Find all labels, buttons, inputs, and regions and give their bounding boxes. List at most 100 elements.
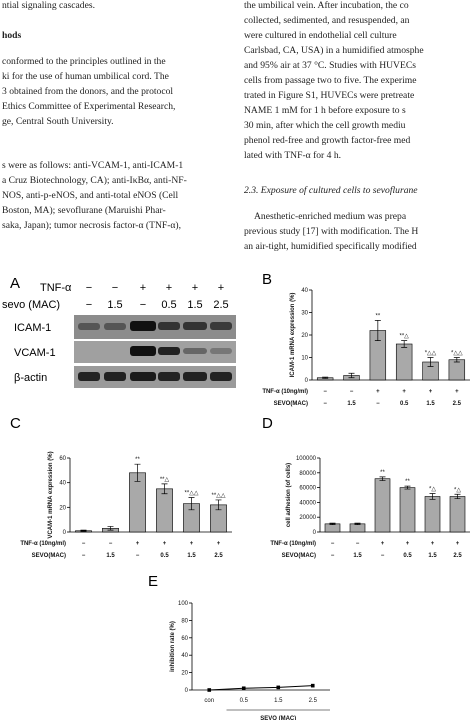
significance: **: [375, 313, 380, 319]
marker: [241, 686, 246, 691]
bar: [374, 478, 391, 533]
row-value: −: [323, 401, 327, 407]
body-text: ntial signaling cascades.: [2, 0, 95, 11]
row-value: 1.5: [426, 401, 435, 407]
body-text: Carlsbad, CA, USA) in a humidified atmos…: [244, 45, 424, 56]
panel-label: A: [10, 275, 20, 292]
body-text: Boston, MA); sevoflurane (Maruishi Phar-: [2, 205, 166, 216]
row-value: +: [455, 389, 459, 395]
row-value: +: [429, 389, 433, 395]
row-value: +: [217, 541, 221, 547]
panel-label: E: [148, 573, 158, 590]
significance: *△: [454, 487, 461, 493]
y-axis-label: cell adhesion (of cells): [286, 463, 292, 527]
row-value: +: [140, 282, 146, 294]
body-text: NOS, anti-p-eNOS, and anti-total eNOS (C…: [2, 190, 178, 201]
y-tick-label: 0: [185, 688, 189, 694]
bar: [399, 487, 416, 533]
section-heading: hods: [2, 30, 21, 41]
body-text: 3 obtained from the donors, and the prot…: [2, 86, 173, 97]
bar: [324, 523, 341, 533]
y-tick-label: 0: [63, 530, 67, 536]
row-value: +: [136, 541, 140, 547]
row-label: sevo (MAC): [2, 299, 60, 311]
row-value: +: [218, 282, 224, 294]
error-bar: [427, 357, 434, 367]
y-tick-label: 20: [59, 505, 66, 511]
y-tick-label: 100: [178, 601, 189, 607]
row-label: SEVO(MAC): [274, 401, 308, 407]
y-axis-label: ICAM-1 mRNA expression (%): [290, 293, 296, 378]
x-tick-label: 0.5: [240, 698, 249, 704]
error-bar: [107, 526, 114, 531]
section-heading: 2.3. Exposure of cultured cells to sevof…: [244, 185, 418, 196]
row-value: 0.5: [403, 553, 412, 559]
body-text: phenol red-free and growth factor-free m…: [244, 135, 410, 146]
body-text: NAME 1 mM for 1 h before exposure to s: [244, 105, 406, 116]
row-value: 1.5: [347, 401, 356, 407]
significance: **: [405, 479, 410, 485]
body-text: trated in Figure S1, HUVECs were pretrea…: [244, 90, 414, 101]
row-value: +: [166, 282, 172, 294]
bar: [449, 496, 466, 533]
row-value: −: [112, 282, 118, 294]
row-value: 1.5: [428, 553, 437, 559]
band-label: β-actin: [14, 372, 47, 384]
row-value: −: [323, 389, 327, 395]
body-text: an air-tight, humidified specifically mo…: [244, 241, 417, 252]
error-bar: [429, 493, 436, 500]
y-tick-label: 80000: [299, 471, 316, 477]
row-value: 2.5: [214, 553, 223, 559]
body-text: previous study [17] with modification. T…: [244, 226, 418, 237]
panel-label: C: [10, 415, 21, 432]
row-value: −: [331, 553, 335, 559]
error-bar: [329, 522, 336, 525]
row-value: 1.5: [187, 299, 202, 311]
row-value: +: [406, 541, 410, 547]
row-value: −: [350, 389, 354, 395]
body-text: saka, Japan); tumor necrosis factor-α (T…: [2, 220, 181, 231]
row-value: +: [190, 541, 194, 547]
row-value: 1.5: [187, 553, 196, 559]
body-text: the umbilical vein. After incubation, th…: [244, 0, 409, 11]
blot-images: [74, 315, 236, 388]
panel-label: D: [262, 415, 273, 432]
y-tick-label: 60000: [299, 486, 316, 492]
y-tick-label: 80: [181, 618, 188, 624]
body-text: collected, sedimented, and resuspended, …: [244, 15, 410, 26]
bar: [395, 343, 413, 381]
x-axis-label: SEVO (MAC): [260, 716, 296, 720]
body-text: 30 min, after which the cell growth medi…: [244, 120, 406, 131]
band-label: VCAM-1: [14, 347, 56, 359]
chart-panel: D 0 20000 40000 60000 80000 100000 cell adhesio…: [262, 415, 470, 559]
significance: **: [135, 457, 140, 463]
error-bar: [404, 485, 411, 490]
row-value: 2.5: [453, 401, 462, 407]
y-tick-label: 40: [59, 481, 66, 487]
panel-label: B: [262, 271, 272, 288]
error-bar: [348, 372, 355, 379]
significance: *△△: [425, 351, 437, 357]
error-bar: [322, 376, 329, 379]
error-bar: [161, 483, 168, 495]
row-value: 0.5: [160, 553, 169, 559]
significance: **△: [160, 477, 170, 483]
row-value: −: [140, 299, 146, 311]
row-value: −: [136, 553, 140, 559]
data-line: [209, 685, 313, 691]
row-value: −: [331, 541, 335, 547]
bar: [156, 488, 173, 533]
row-label: TNF-α: [40, 282, 72, 294]
band-label: ICAM-1: [14, 322, 51, 334]
body-text: were cultured in endothelial cell cultur…: [244, 30, 397, 41]
row-value: −: [86, 282, 92, 294]
x-tick-label: 2.5: [309, 698, 318, 704]
y-tick-label: 20: [301, 333, 308, 339]
body-text: a Cruz Biotechnology, CA); anti-IκBα, an…: [2, 175, 187, 186]
error-bar: [354, 522, 361, 525]
x-tick-label: con: [204, 698, 214, 704]
error-bar: [215, 499, 222, 511]
row-value: +: [163, 541, 167, 547]
marker: [310, 683, 315, 688]
row-value: −: [381, 553, 385, 559]
